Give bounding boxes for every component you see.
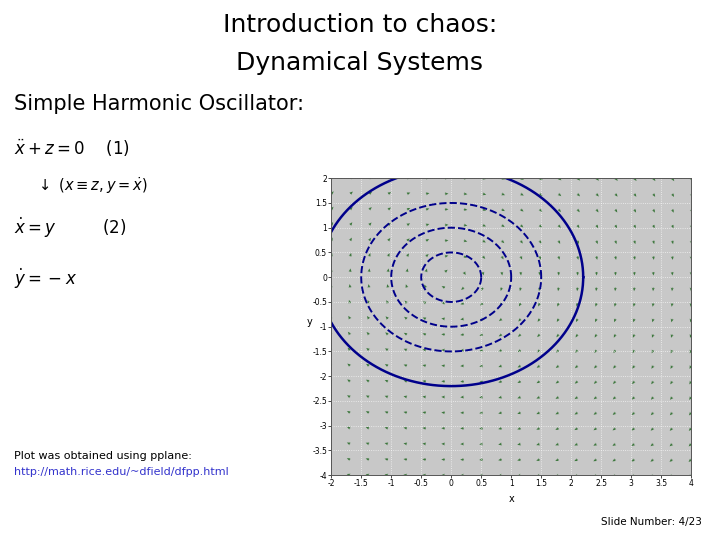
Text: $\ddot{x}+z=0$    (1): $\ddot{x}+z=0$ (1) [14,138,130,159]
Text: Introduction to chaos:: Introduction to chaos: [223,14,497,37]
Text: Dynamical Systems: Dynamical Systems [236,51,484,75]
Text: $\dot{x}=y$         (2): $\dot{x}=y$ (2) [14,216,127,240]
X-axis label: x: x [508,494,514,504]
Text: OE: OE [17,519,35,532]
Text: Plot was obtained using pplane:: Plot was obtained using pplane: [14,451,192,461]
Text: Slide Number: 4/23: Slide Number: 4/23 [601,516,702,526]
Text: $\downarrow$ $(x\equiv z, y=\dot{x})$: $\downarrow$ $(x\equiv z, y=\dot{x})$ [36,176,148,197]
Y-axis label: y: y [307,316,312,327]
Text: Simple Harmonic Oscillator:: Simple Harmonic Oscillator: [14,94,305,114]
Text: $\dot{y}=-x$: $\dot{y}=-x$ [14,267,78,292]
Text: MS: MS [15,502,36,516]
Text: http://math.rice.edu/~dfield/dfpp.html: http://math.rice.edu/~dfield/dfpp.html [14,467,229,477]
